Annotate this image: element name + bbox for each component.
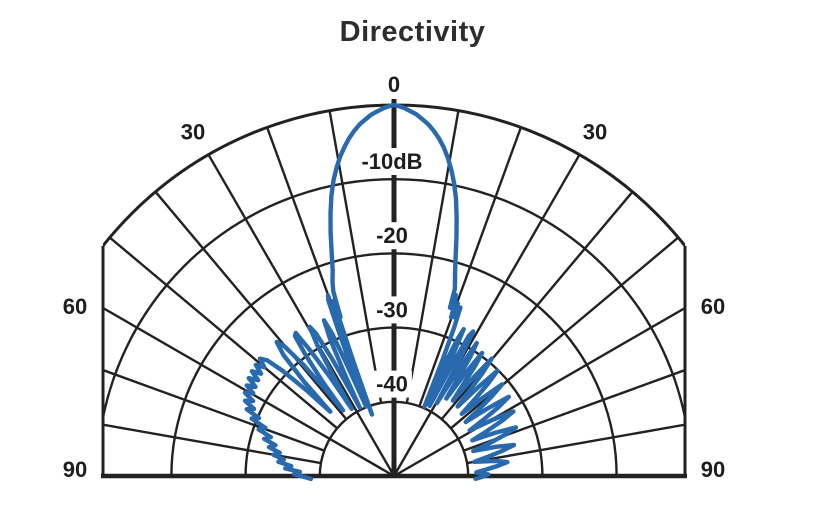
grid-spoke-60deg (393, 306, 685, 476)
angle-label-0: 0 (388, 72, 400, 97)
angle-label-90: 90 (701, 457, 725, 482)
grid-spoke-40deg (440, 191, 634, 420)
grid-spoke--40deg (154, 191, 348, 420)
db-label-halo--10 (357, 148, 427, 176)
grid-spoke--60deg (103, 306, 395, 476)
db-label-halo--30 (372, 296, 412, 324)
db-label--30: -30 (376, 297, 408, 322)
chart-title: Directivity (339, 16, 486, 48)
db-label--40: -40 (376, 372, 408, 397)
angle-label--30: 30 (181, 120, 205, 145)
db-label--10: -10dB (361, 149, 422, 174)
grid-spoke--70deg (103, 368, 325, 452)
grid-spoke-30deg (392, 154, 581, 476)
angle-label--90: 90 (63, 457, 87, 482)
angle-label-30: 30 (583, 120, 607, 145)
angle-label-60: 60 (701, 294, 725, 319)
grid-spoke-80deg (466, 423, 685, 465)
db-label-halo--40 (372, 370, 412, 398)
grid-spoke-20deg (418, 126, 523, 407)
grid-spoke--30deg (207, 154, 396, 476)
db-label--20: -20 (376, 223, 408, 248)
directivity-pattern-curve (242, 102, 519, 482)
grid-spoke--50deg (109, 236, 338, 430)
angle-label--60: 60 (63, 294, 87, 319)
db-label-halo--20 (372, 222, 412, 250)
